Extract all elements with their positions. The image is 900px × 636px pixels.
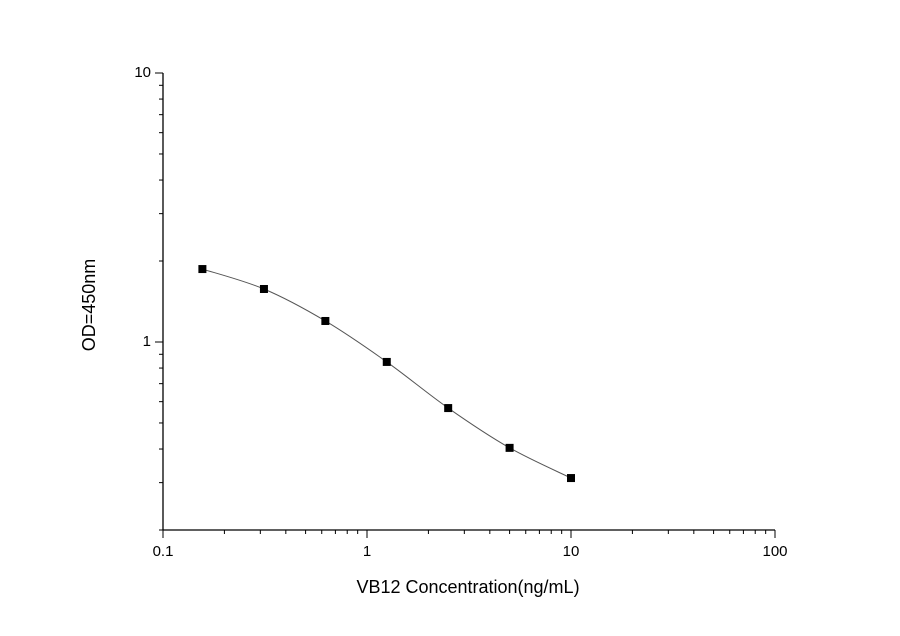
marker: [321, 316, 330, 325]
x-tick-label: 1: [363, 543, 371, 560]
x-tick-label: 100: [762, 543, 787, 560]
marker: [567, 474, 575, 483]
x-axis-title: VB12 Concentration(ng/mL): [356, 577, 579, 597]
x-tick-label: 10: [563, 543, 580, 560]
x-tick-label: 0.1: [153, 543, 174, 560]
marker: [259, 284, 268, 293]
y-tick-label: 1: [143, 333, 151, 350]
y-axis-title: OD=450nm: [79, 259, 99, 352]
marker: [198, 265, 207, 274]
y-tick-label: 10: [134, 64, 151, 81]
marker: [444, 404, 453, 413]
marker: [382, 357, 391, 366]
marker: [505, 443, 514, 452]
